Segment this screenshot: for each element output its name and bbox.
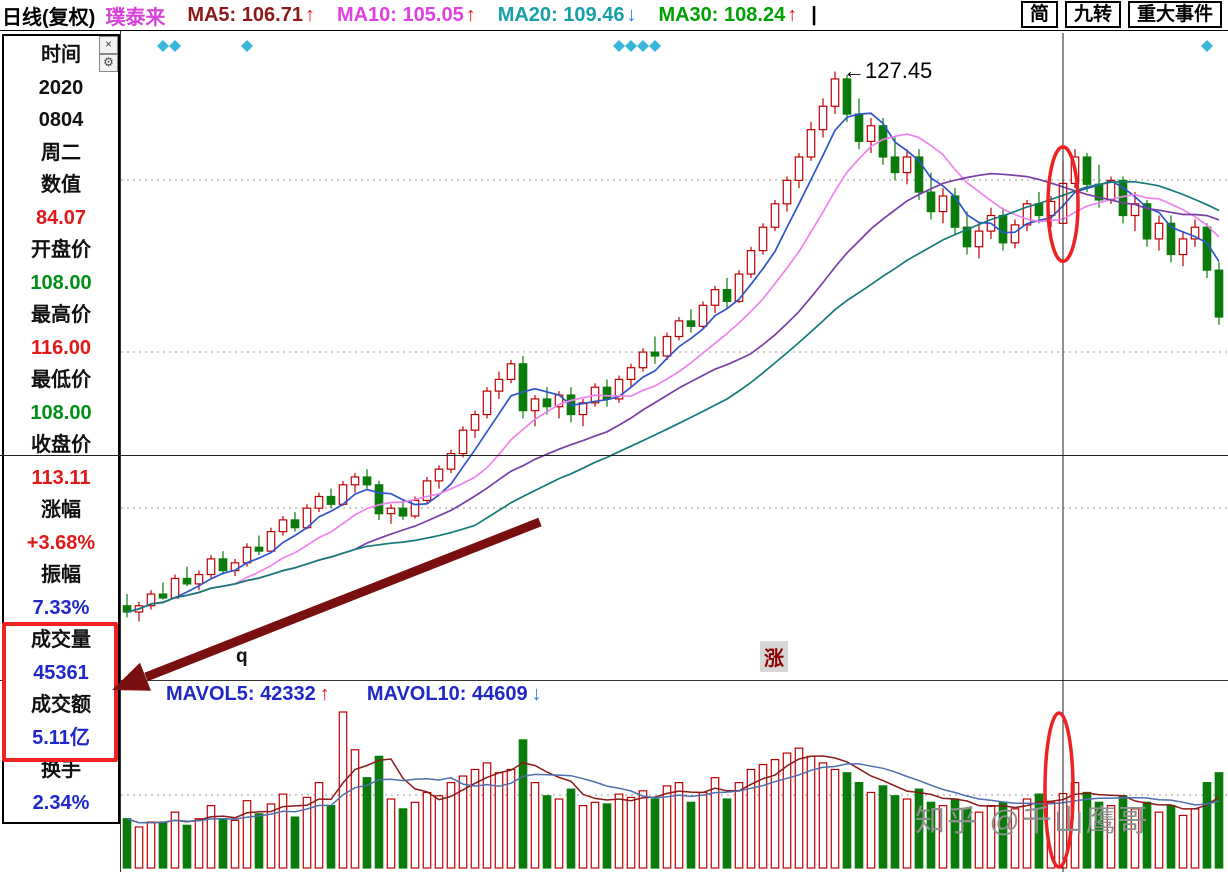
mavol10-line xyxy=(126,763,1220,824)
toolbar-divider: | xyxy=(811,3,817,26)
up-arrow-icon: ↑ xyxy=(465,3,476,26)
info-field: 时间 xyxy=(41,44,81,66)
stray-character: q xyxy=(236,646,248,667)
info-field: 5.11亿 xyxy=(32,726,90,749)
watermark: 知乎 @千山鹰哥 xyxy=(915,805,1150,838)
signal-diamond-icon xyxy=(613,40,625,52)
info-field: 数值 xyxy=(41,174,81,196)
info-field: 最高价 xyxy=(31,304,91,326)
ma20-line xyxy=(126,172,1220,613)
info-field: 45361 xyxy=(33,661,89,684)
ma5-line xyxy=(126,112,1220,613)
info-field: +3.68% xyxy=(26,531,96,554)
info-field: 振幅 xyxy=(41,564,81,586)
info-field: 换手 xyxy=(41,759,81,781)
info-field: 2020 xyxy=(38,76,84,99)
info-field: 收盘价 xyxy=(31,434,91,456)
mavol5-line xyxy=(126,755,1220,824)
down-arrow-icon: ↓ xyxy=(626,3,637,26)
signal-diamond-icon xyxy=(649,40,661,52)
ma30-readout: MA30: 108.24 ↑ xyxy=(658,3,798,26)
info-field: 涨幅 xyxy=(41,499,81,521)
peak-price-annotation: ←127.45 xyxy=(843,58,932,84)
info-field: 84.07 xyxy=(35,206,87,229)
toolbar-buttons: 简 九转 重大事件 xyxy=(1020,1,1222,28)
volume-bars-layer xyxy=(122,711,1224,869)
volume-highlight-box xyxy=(2,622,118,762)
info-field: 成交量 xyxy=(31,629,91,651)
button-simple[interactable]: 简 xyxy=(1020,1,1058,28)
info-rows: 时间 2020 0804 周二数值 84.07 开盘价 108.00 最高价 116.00 最低价… xyxy=(4,36,118,819)
ma20-readout: MA20: 109.46 ↓ xyxy=(497,3,637,26)
up-arrow-icon: ↑ xyxy=(787,3,798,26)
mavol10-arrow-icon: ↓ xyxy=(531,683,542,705)
gear-icon[interactable]: ⚙ xyxy=(99,54,118,72)
info-field: 0804 xyxy=(38,109,84,131)
signal-diamond-icon xyxy=(157,40,169,52)
mavol10-readout: MAVOL10: 44609 xyxy=(366,683,528,705)
signal-diamond-icon xyxy=(169,40,181,52)
info-field: 成交额 xyxy=(31,694,91,716)
signal-diamond-icon xyxy=(625,40,637,52)
stock-name: 璞泰来 xyxy=(105,6,166,29)
peak-price-value: 127.45 xyxy=(865,57,933,83)
close-icon[interactable]: × xyxy=(99,36,118,54)
info-panel: × ⚙ 时间 2020 0804 周二数值 84.07 开盘价 108.00 最高价 116.0… xyxy=(2,34,120,824)
top-toolbar: 日线(复权) 璞泰来 MA5: 106.71 ↑ MA10: 105.05 ↑ MA… xyxy=(0,0,1228,31)
mavol5-readout: MAVOL5: 42332 xyxy=(166,683,316,705)
ma30-line xyxy=(126,180,1220,613)
ma10-readout: MA10: 105.05 ↑ xyxy=(336,3,476,26)
up-arrow-icon: ↑ xyxy=(304,3,315,26)
button-major-events[interactable]: 重大事件 xyxy=(1127,1,1222,28)
info-field: 2.34% xyxy=(32,791,90,814)
info-field: 108.00 xyxy=(30,401,92,424)
info-field: 最低价 xyxy=(31,369,91,391)
info-field: 周二 xyxy=(41,141,81,164)
period-label[interactable]: 日线(复权) xyxy=(2,6,96,29)
info-field: 113.11 xyxy=(31,466,91,489)
signal-diamond-icon xyxy=(241,40,253,52)
mavol-readout: MAVOL5: 42332 ↑ MAVOL10: 44609 ↓ xyxy=(166,683,542,706)
signal-diamond-icon xyxy=(1201,40,1213,52)
button-nine-turn[interactable]: 九转 xyxy=(1064,1,1121,28)
info-field: 116.00 xyxy=(30,336,92,359)
mavol5-arrow-icon: ↑ xyxy=(319,683,330,705)
info-field: 7.33% xyxy=(32,596,90,619)
rise-tag: 涨 xyxy=(760,641,788,672)
info-field: 开盘价 xyxy=(31,239,91,261)
ma5-readout: MA5: 106.71 ↑ xyxy=(187,3,315,26)
info-field: 108.00 xyxy=(30,271,92,294)
signal-diamond-icon xyxy=(637,40,649,52)
left-arrow-icon: ← xyxy=(843,57,865,83)
